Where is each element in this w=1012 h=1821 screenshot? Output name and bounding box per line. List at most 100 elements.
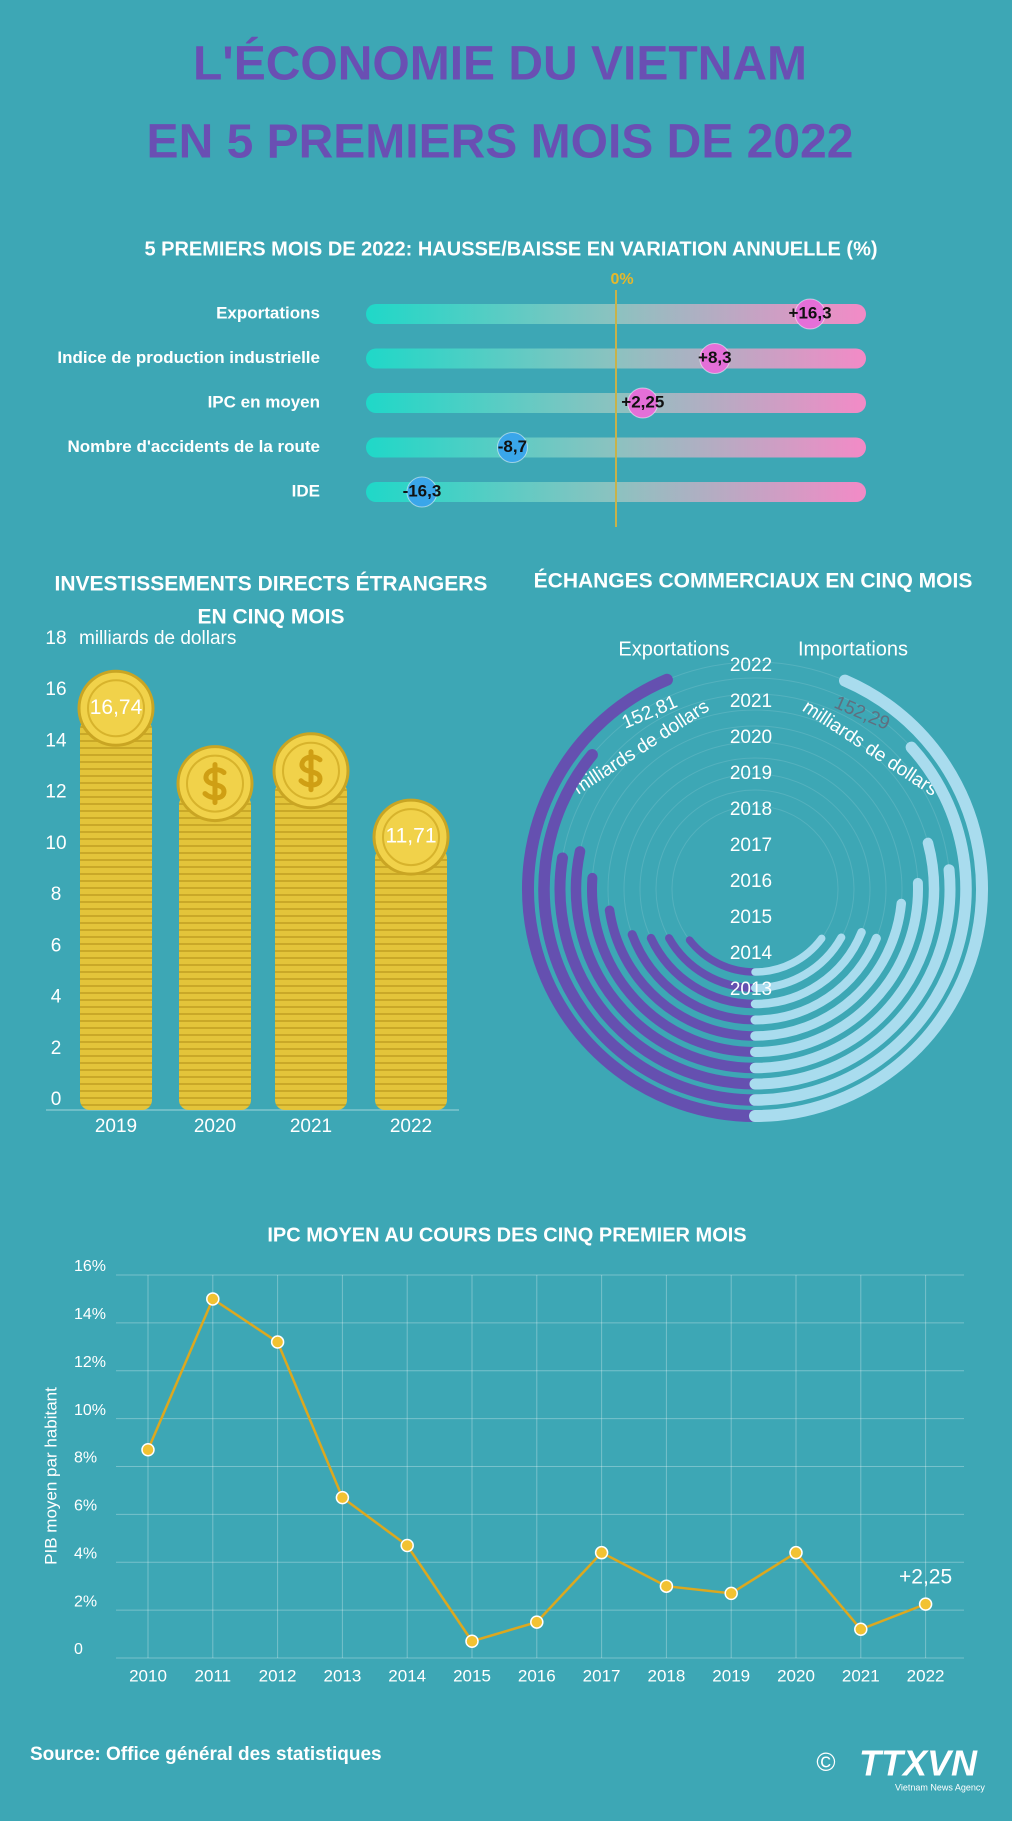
- stack-stripes: [375, 848, 447, 1110]
- category-label: IPC en moyen: [208, 392, 320, 411]
- x-tick-label: 2019: [712, 1666, 750, 1685]
- y-tick-label: 14: [45, 730, 67, 751]
- point: [141, 1442, 155, 1457]
- x-tick-label: 2020: [777, 1666, 815, 1685]
- dot: [627, 387, 659, 419]
- value-label: -16,3: [403, 481, 442, 500]
- x-tick-label: 2014: [388, 1666, 426, 1685]
- value-label: +2,25: [899, 1566, 952, 1589]
- unit-label: milliards de dollars: [79, 628, 236, 649]
- arc: [750, 898, 907, 1041]
- point: [206, 1292, 220, 1306]
- stack-stripes: [179, 794, 251, 1110]
- category-label: 2022: [730, 655, 772, 676]
- coin: [77, 669, 155, 747]
- arc: [646, 933, 760, 1009]
- x-tick-label: 2022: [390, 1116, 432, 1137]
- dot: [406, 476, 438, 508]
- arc: [751, 933, 846, 992]
- y-tick-label: 8%: [74, 1450, 97, 1467]
- category-label: 2016: [730, 871, 772, 892]
- stack-stripes: [275, 781, 347, 1110]
- arc: [665, 934, 759, 992]
- arc: [627, 930, 760, 1025]
- category-label: 2014: [730, 943, 773, 964]
- x-tick-label: 2010: [129, 1666, 167, 1685]
- value-label: +8,3: [698, 348, 732, 367]
- point: [594, 1545, 609, 1560]
- arc: [587, 872, 760, 1057]
- x-tick-label: 2015: [453, 1666, 491, 1685]
- coin-inner: [87, 679, 145, 738]
- value-label: +16,3: [789, 303, 832, 322]
- coin-stack: [77, 669, 155, 1110]
- category-label: 2019: [730, 763, 772, 784]
- main-title: L'ÉCONOMIE DU VIETNAM: [193, 37, 807, 91]
- logo-subtitle: Vietnam News Agency: [895, 1782, 985, 1792]
- y-tick-label: 16: [45, 679, 66, 700]
- point: [854, 1622, 868, 1637]
- dot: [699, 343, 731, 374]
- chart-title: ÉCHANGES COMMERCIAUX EN CINQ MOIS: [534, 570, 973, 593]
- value-label: 11,71: [386, 825, 437, 848]
- dot: [496, 432, 528, 463]
- coin: [372, 798, 450, 876]
- point: [918, 1597, 933, 1611]
- arc: [749, 864, 956, 1090]
- arc: [554, 852, 761, 1090]
- chart-title: EN CINQ MOIS: [197, 606, 344, 629]
- category-label: Nombre d'accidents de la route: [68, 437, 321, 456]
- x-tick-label: 2012: [259, 1666, 297, 1685]
- point: [270, 1335, 285, 1349]
- x-tick-label: 2021: [290, 1116, 332, 1137]
- x-tick-label: 2019: [95, 1116, 137, 1137]
- y-tick-label: 12%: [74, 1354, 106, 1371]
- x-tick-label: 2013: [323, 1666, 361, 1685]
- legend-label: Importations: [798, 638, 908, 660]
- x-tick-label: 2021: [842, 1666, 880, 1685]
- source: Source: Office général des statistiques: [30, 1744, 382, 1765]
- y-tick-label: 6%: [74, 1498, 97, 1515]
- coin-stack: [176, 745, 254, 1110]
- y-tick-label: 4: [51, 987, 62, 1008]
- y-tick-label: 4%: [74, 1545, 97, 1562]
- x-tick-label: 2020: [194, 1116, 236, 1137]
- y-tick-label: 12: [45, 782, 66, 803]
- main-title: EN 5 PREMIERS MOIS DE 2022: [147, 116, 854, 169]
- category-label: 2020: [730, 727, 772, 748]
- point: [789, 1545, 803, 1560]
- arc: [750, 928, 866, 1009]
- point: [335, 1490, 350, 1505]
- stack-stripes: [80, 719, 152, 1110]
- y-tick-label: 0: [51, 1089, 62, 1110]
- value-label: -8,7: [498, 437, 527, 456]
- category-label: 2018: [730, 799, 772, 820]
- y-tick-label: 10: [45, 833, 66, 854]
- y-tick-label: 14%: [74, 1306, 106, 1323]
- y-tick-label: 10%: [74, 1402, 106, 1419]
- y-axis-label: PIB moyen par habitant: [41, 1387, 60, 1565]
- point: [530, 1615, 544, 1629]
- value-label: 16,74: [90, 696, 143, 719]
- arc: [749, 741, 972, 1106]
- coin-stack: [272, 732, 350, 1110]
- coin-inner: [282, 741, 340, 800]
- legend-label: Exportations: [618, 638, 729, 660]
- value-label: +2,25: [621, 392, 664, 411]
- point: [659, 1579, 674, 1593]
- x-tick-label: 2017: [583, 1666, 621, 1685]
- arc: [749, 674, 988, 1122]
- category-label: Indice de production industrielle: [57, 348, 320, 367]
- y-tick-label: 2%: [74, 1593, 97, 1610]
- coin-inner: [186, 754, 244, 813]
- x-tick-label: 2016: [518, 1666, 556, 1685]
- dollar-icon: [298, 749, 323, 793]
- coin-inner: [382, 808, 440, 867]
- arc: [604, 905, 760, 1041]
- x-tick-label: 0%: [610, 271, 633, 288]
- logo: TTXVN: [859, 1743, 978, 1784]
- point: [400, 1538, 414, 1553]
